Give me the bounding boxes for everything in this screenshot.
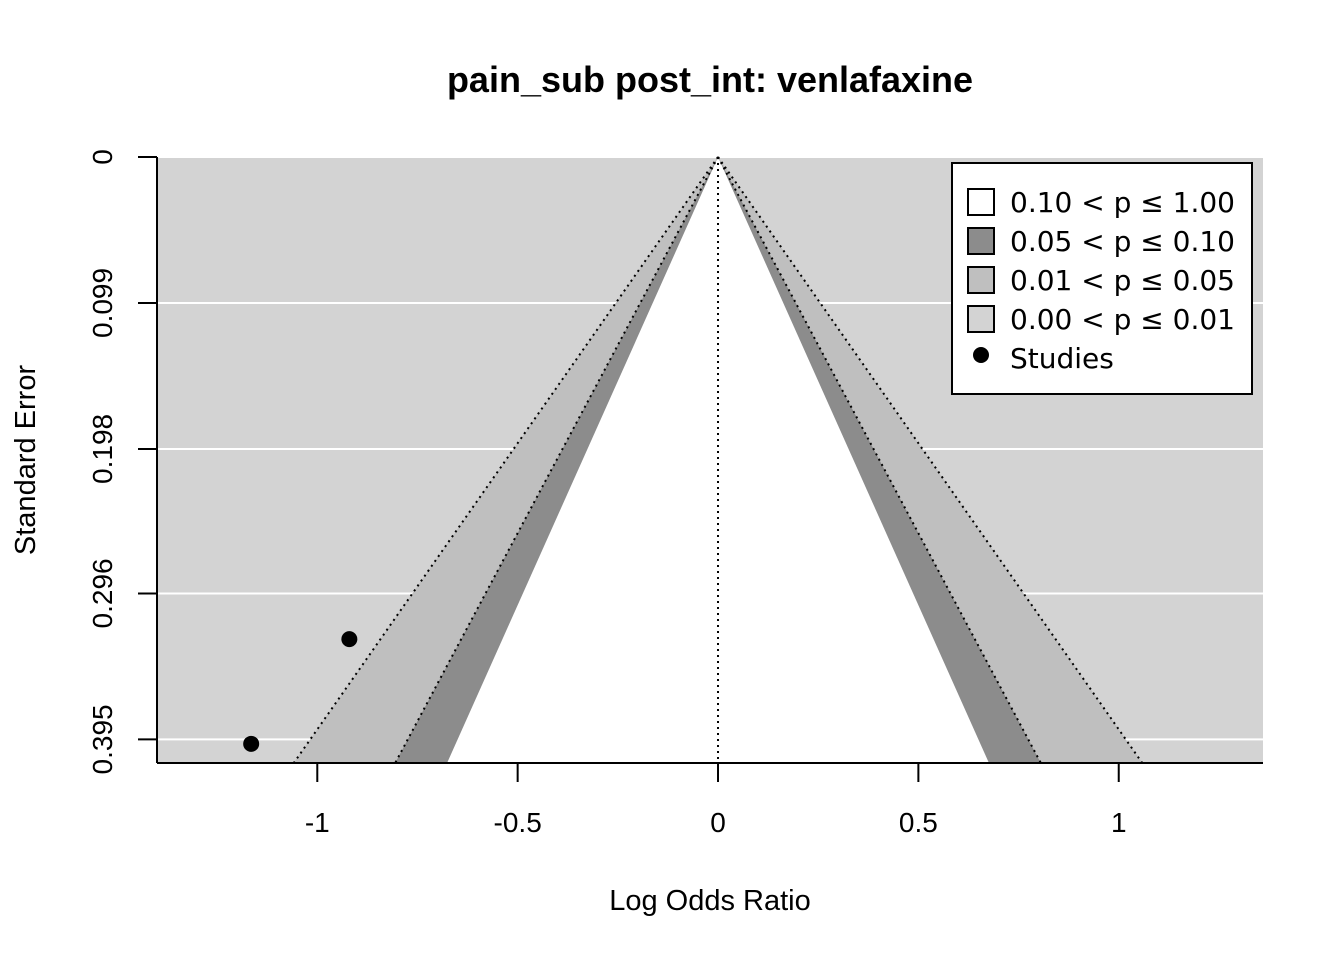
legend-box <box>951 162 1253 395</box>
x-tick-label-3: 0.5 <box>899 807 938 838</box>
legend: 0.10 < p ≤ 1.00 0.05 < p ≤ 0.10 0.01 < p ≤… <box>951 162 1253 395</box>
y-axis: 0 0.099 0.198 0.296 0.395 <box>87 149 158 774</box>
chart-title: pain_sub post_int: venlafaxine <box>447 59 973 100</box>
legend-label-4: Studies <box>1010 342 1114 375</box>
x-tick-label-0: -1 <box>305 807 330 838</box>
contour-region-2 <box>447 157 989 763</box>
legend-label-0: 0.10 < p ≤ 1.00 <box>1010 186 1235 219</box>
legend-swatch-1 <box>967 227 995 255</box>
y-tick-label-4: 0.395 <box>87 704 118 774</box>
legend-marker-4 <box>973 347 989 363</box>
significance-contours <box>293 157 1143 763</box>
y-tick-label-3: 0.296 <box>87 558 118 628</box>
study-points <box>243 631 358 752</box>
legend-swatch-2 <box>967 266 995 294</box>
study-point-0 <box>341 631 358 648</box>
x-tick-label-1: -0.5 <box>494 807 542 838</box>
x-tick-label-4: 1 <box>1111 807 1127 838</box>
y-tick-label-0: 0 <box>87 149 118 165</box>
x-axis-label: Log Odds Ratio <box>609 885 811 917</box>
contour-boundary-lines <box>292 156 1144 764</box>
y-axis-label: Standard Error <box>10 365 42 556</box>
x-axis: -1 -0.5 0 0.5 1 <box>157 762 1263 838</box>
legend-label-3: 0.00 < p ≤ 0.01 <box>1010 303 1235 336</box>
legend-swatch-0 <box>967 188 995 216</box>
legend-label-1: 0.05 < p ≤ 0.10 <box>1010 225 1235 258</box>
contour-boundary-0-left <box>394 156 719 764</box>
x-tick-label-2: 0 <box>710 807 726 838</box>
y-tick-label-2: 0.198 <box>87 414 118 484</box>
legend-swatch-3 <box>967 305 995 333</box>
legend-label-2: 0.01 < p ≤ 0.05 <box>1010 264 1235 297</box>
study-point-1 <box>243 735 260 752</box>
y-tick-label-1: 0.099 <box>87 268 118 338</box>
contour-boundary-0-right <box>717 156 1042 764</box>
